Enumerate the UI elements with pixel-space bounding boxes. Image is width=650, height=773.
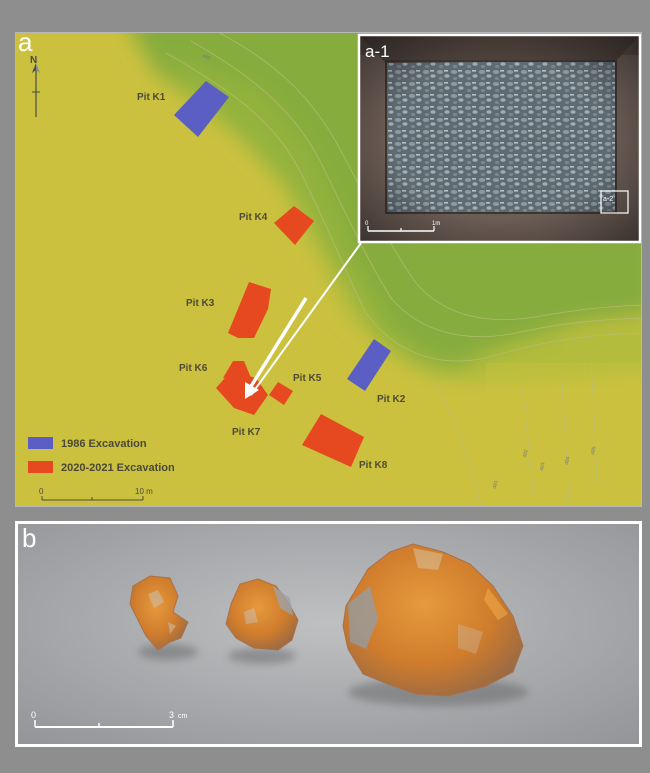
panel-b-label: b (22, 523, 37, 553)
contour-lines (165, 33, 641, 506)
inset-photo-a1: 0 1m a-1 a-2 (357, 33, 641, 244)
pit-k5-label: Pit K5 (293, 373, 322, 384)
pit-k2-shape[interactable] (347, 339, 391, 391)
terrain-band (486, 363, 641, 506)
pit-k3-shape[interactable] (228, 282, 271, 338)
pit-k4-label: Pit K4 (239, 212, 268, 223)
pit-k7-label: Pit K7 (232, 427, 261, 438)
legend-swatch-2020 (28, 461, 53, 473)
specimen-stone-3 (342, 543, 524, 697)
panel-b-scale-bar: 0 3 cm (31, 710, 188, 728)
contour-value-labels: 480 481 482 483 484 485 (201, 53, 597, 489)
contour-label: 485 (590, 446, 597, 455)
specimen-photo: 0 3 cm (18, 524, 639, 744)
scale-end-label: 10 m (135, 487, 153, 496)
legend: 1986 Excavation 2020-2021 Excavation (28, 437, 175, 474)
pit-k5-shape[interactable] (269, 382, 293, 405)
legend-label-1986: 1986 Excavation (61, 438, 147, 450)
panel-b-scale-start: 0 (31, 710, 36, 720)
inset-a1-label: a-1 (365, 42, 390, 61)
panel-b-specimens: 0 3 cm b (15, 521, 642, 747)
contour-label: 482 (522, 449, 529, 458)
panel-b-scale-end: 3 (169, 710, 174, 720)
site-map: 480 481 482 483 484 485 N Pi (16, 33, 641, 506)
panel-a-site-map: 480 481 482 483 484 485 N Pi (15, 32, 642, 507)
arrow-head-icon (245, 382, 259, 399)
pit-k6-label: Pit K6 (179, 363, 208, 374)
pit-k8-shape[interactable] (302, 414, 364, 467)
contour-label: 483 (539, 462, 546, 471)
pit-k4-shape[interactable] (274, 206, 314, 245)
specimen-stone-1 (129, 575, 189, 651)
scale-bar: 0 10 m (39, 487, 153, 501)
pit-k1-shape[interactable] (174, 81, 229, 137)
inset-scale-end: 1m (432, 221, 440, 227)
contour-label: 484 (564, 456, 571, 465)
legend-label-2020: 2020-2021 Excavation (61, 462, 175, 474)
pits (174, 81, 391, 467)
pit-k8-label: Pit K8 (359, 460, 388, 471)
inset-scale-start: 0 (365, 221, 369, 227)
contour-label: 481 (492, 480, 499, 489)
north-arrow-icon (32, 63, 40, 117)
pit-k3-label: Pit K3 (186, 298, 215, 309)
pit-k2-label: Pit K2 (377, 394, 406, 405)
contour-label: 480 (201, 53, 211, 62)
pit-k1-label: Pit K1 (137, 92, 166, 103)
inset-a2-box (600, 190, 629, 214)
legend-swatch-1986 (28, 437, 53, 449)
inset-connector (245, 242, 362, 399)
panel-b-scale-unit: cm (178, 713, 188, 720)
panel-a-label: a (18, 32, 33, 57)
pit-labels: Pit K1 Pit K4 Pit K3 Pit K6 Pit K5 Pit K… (137, 92, 406, 471)
north-label: N (30, 55, 37, 66)
inset-a2-label: a-2 (603, 196, 613, 203)
scale-start-label: 0 (39, 487, 44, 496)
